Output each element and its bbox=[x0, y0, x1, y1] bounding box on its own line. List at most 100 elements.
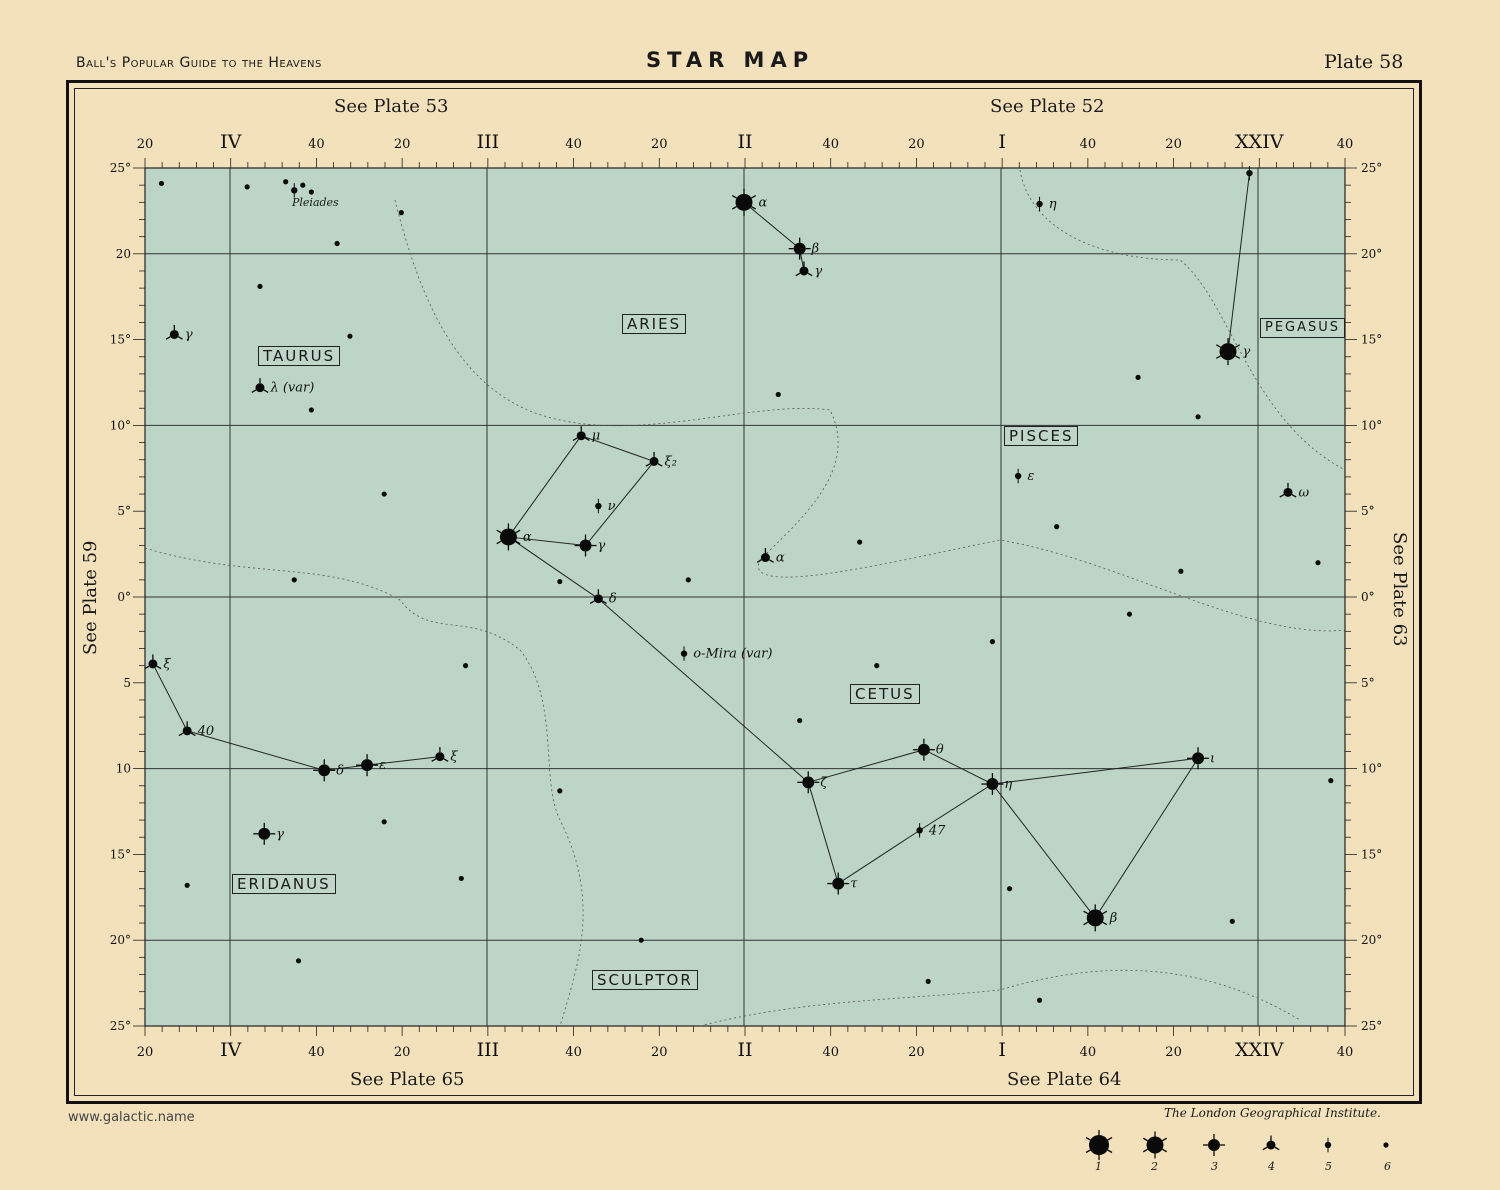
star-disc bbox=[308, 189, 314, 195]
faint-star bbox=[1054, 524, 1060, 530]
constellation-figure-line bbox=[1094, 758, 1199, 919]
faint-star bbox=[925, 978, 931, 984]
star-mu-cet bbox=[572, 426, 590, 442]
constellation-figure-line bbox=[152, 663, 188, 732]
ra-label-top: 20 bbox=[651, 137, 668, 152]
star-mira bbox=[680, 646, 688, 661]
star-disc bbox=[1054, 524, 1060, 530]
star-label: ξ bbox=[163, 657, 171, 672]
faint-star bbox=[184, 882, 190, 888]
constellation-figure-line bbox=[508, 536, 586, 547]
dec-label-left: 5 bbox=[123, 676, 131, 690]
star-spike bbox=[601, 600, 607, 605]
star-disc bbox=[557, 578, 563, 585]
star-spike bbox=[657, 463, 663, 467]
legend-mag-4: 4 bbox=[1268, 1160, 1275, 1173]
ra-label-bottom: III bbox=[477, 1039, 500, 1061]
dec-label-right: 5° bbox=[1361, 504, 1375, 518]
ra-label-top: III bbox=[477, 131, 500, 153]
faint-star bbox=[334, 240, 340, 247]
faint-star bbox=[291, 577, 297, 583]
star-disc bbox=[576, 431, 586, 441]
ra-label-bottom: 20 bbox=[908, 1045, 925, 1060]
star-disc bbox=[579, 539, 592, 552]
faint-star bbox=[557, 788, 563, 794]
faint-star bbox=[638, 937, 644, 943]
see-plate-top-left: See Plate 53 bbox=[334, 96, 449, 117]
star-disc bbox=[874, 663, 880, 669]
star-tau-cet bbox=[827, 872, 850, 895]
star-spike bbox=[515, 529, 521, 534]
constellation-figure-line bbox=[807, 782, 839, 884]
faint-star bbox=[1315, 560, 1321, 566]
constellation-figure-line bbox=[508, 536, 599, 600]
star-spike bbox=[768, 559, 774, 563]
star-lambda-tau bbox=[251, 378, 269, 393]
star-spike bbox=[1162, 1137, 1168, 1142]
constellation-label-aries: ARIES bbox=[622, 314, 687, 334]
legend-star-mag-5 bbox=[1324, 1137, 1332, 1153]
star-spike bbox=[1085, 1149, 1091, 1154]
star-gamma-peg bbox=[1216, 338, 1241, 366]
dec-label-left: 25° bbox=[110, 1019, 131, 1033]
dec-label-right: 15° bbox=[1361, 847, 1382, 861]
star-label: λ (var) bbox=[269, 381, 314, 396]
star-disc bbox=[1086, 909, 1104, 927]
star-label: η bbox=[1049, 197, 1057, 212]
ra-label-bottom: 40 bbox=[308, 1045, 325, 1060]
star-eta-cet bbox=[981, 773, 1004, 796]
ra-label-top: 40 bbox=[1080, 137, 1097, 152]
star-disc bbox=[1383, 1142, 1389, 1148]
star-spike bbox=[807, 272, 813, 277]
ra-label-bottom: 20 bbox=[1165, 1045, 1182, 1060]
star-spike bbox=[1235, 355, 1241, 359]
dec-label-left: 5° bbox=[117, 504, 131, 518]
star-label: β bbox=[1109, 911, 1118, 926]
star-disc bbox=[799, 266, 809, 276]
ra-label-top: XXIV bbox=[1235, 131, 1284, 153]
dec-label-left: 0° bbox=[117, 590, 131, 604]
star-disc bbox=[381, 491, 387, 497]
star-disc bbox=[148, 659, 158, 669]
constellation-boundary bbox=[394, 199, 1346, 632]
constellation-figure-line bbox=[1227, 173, 1250, 352]
star-disc bbox=[760, 553, 770, 563]
star-alpha-ari bbox=[731, 188, 757, 216]
star-spike bbox=[756, 559, 762, 563]
star-disc bbox=[925, 978, 931, 984]
publisher-credit: The London Geographical Institute. bbox=[1164, 1106, 1381, 1120]
inner-frame bbox=[74, 88, 1414, 1096]
star-label: α bbox=[523, 530, 532, 545]
constellation-figure-line bbox=[743, 201, 801, 250]
ra-label-top: 20 bbox=[908, 137, 925, 152]
star-spike bbox=[144, 665, 150, 670]
star-label: 40 bbox=[197, 724, 215, 739]
star-disc bbox=[1219, 343, 1237, 361]
faint-star bbox=[775, 391, 781, 398]
star-eri-xi bbox=[431, 747, 449, 762]
faint-star bbox=[797, 717, 803, 724]
ra-label-bottom: 40 bbox=[1080, 1045, 1097, 1060]
dec-label-right: 20° bbox=[1361, 247, 1382, 261]
faint-star bbox=[244, 184, 250, 190]
star-label: γ bbox=[814, 264, 822, 279]
star-spike bbox=[263, 389, 269, 393]
ra-label-bottom: 20 bbox=[394, 1045, 411, 1060]
star-disc bbox=[182, 726, 192, 736]
star-disc bbox=[318, 764, 331, 777]
star-label: ξ bbox=[450, 750, 458, 765]
ra-label-bottom: II bbox=[737, 1039, 752, 1061]
star-spike bbox=[589, 600, 595, 605]
ra-label-bottom: 40 bbox=[1337, 1045, 1354, 1060]
star-spike bbox=[1162, 1148, 1168, 1153]
star-disc bbox=[917, 743, 930, 756]
faint-star bbox=[1195, 414, 1201, 420]
faint-star bbox=[685, 577, 691, 583]
legend-star-mag-3 bbox=[1203, 1134, 1225, 1156]
star-disc bbox=[1036, 997, 1043, 1003]
star-spike bbox=[165, 336, 171, 340]
star-disc bbox=[1283, 487, 1293, 497]
constellation-boundary bbox=[1019, 169, 1346, 471]
star-disc bbox=[1229, 918, 1235, 924]
star-label: β bbox=[811, 242, 820, 257]
